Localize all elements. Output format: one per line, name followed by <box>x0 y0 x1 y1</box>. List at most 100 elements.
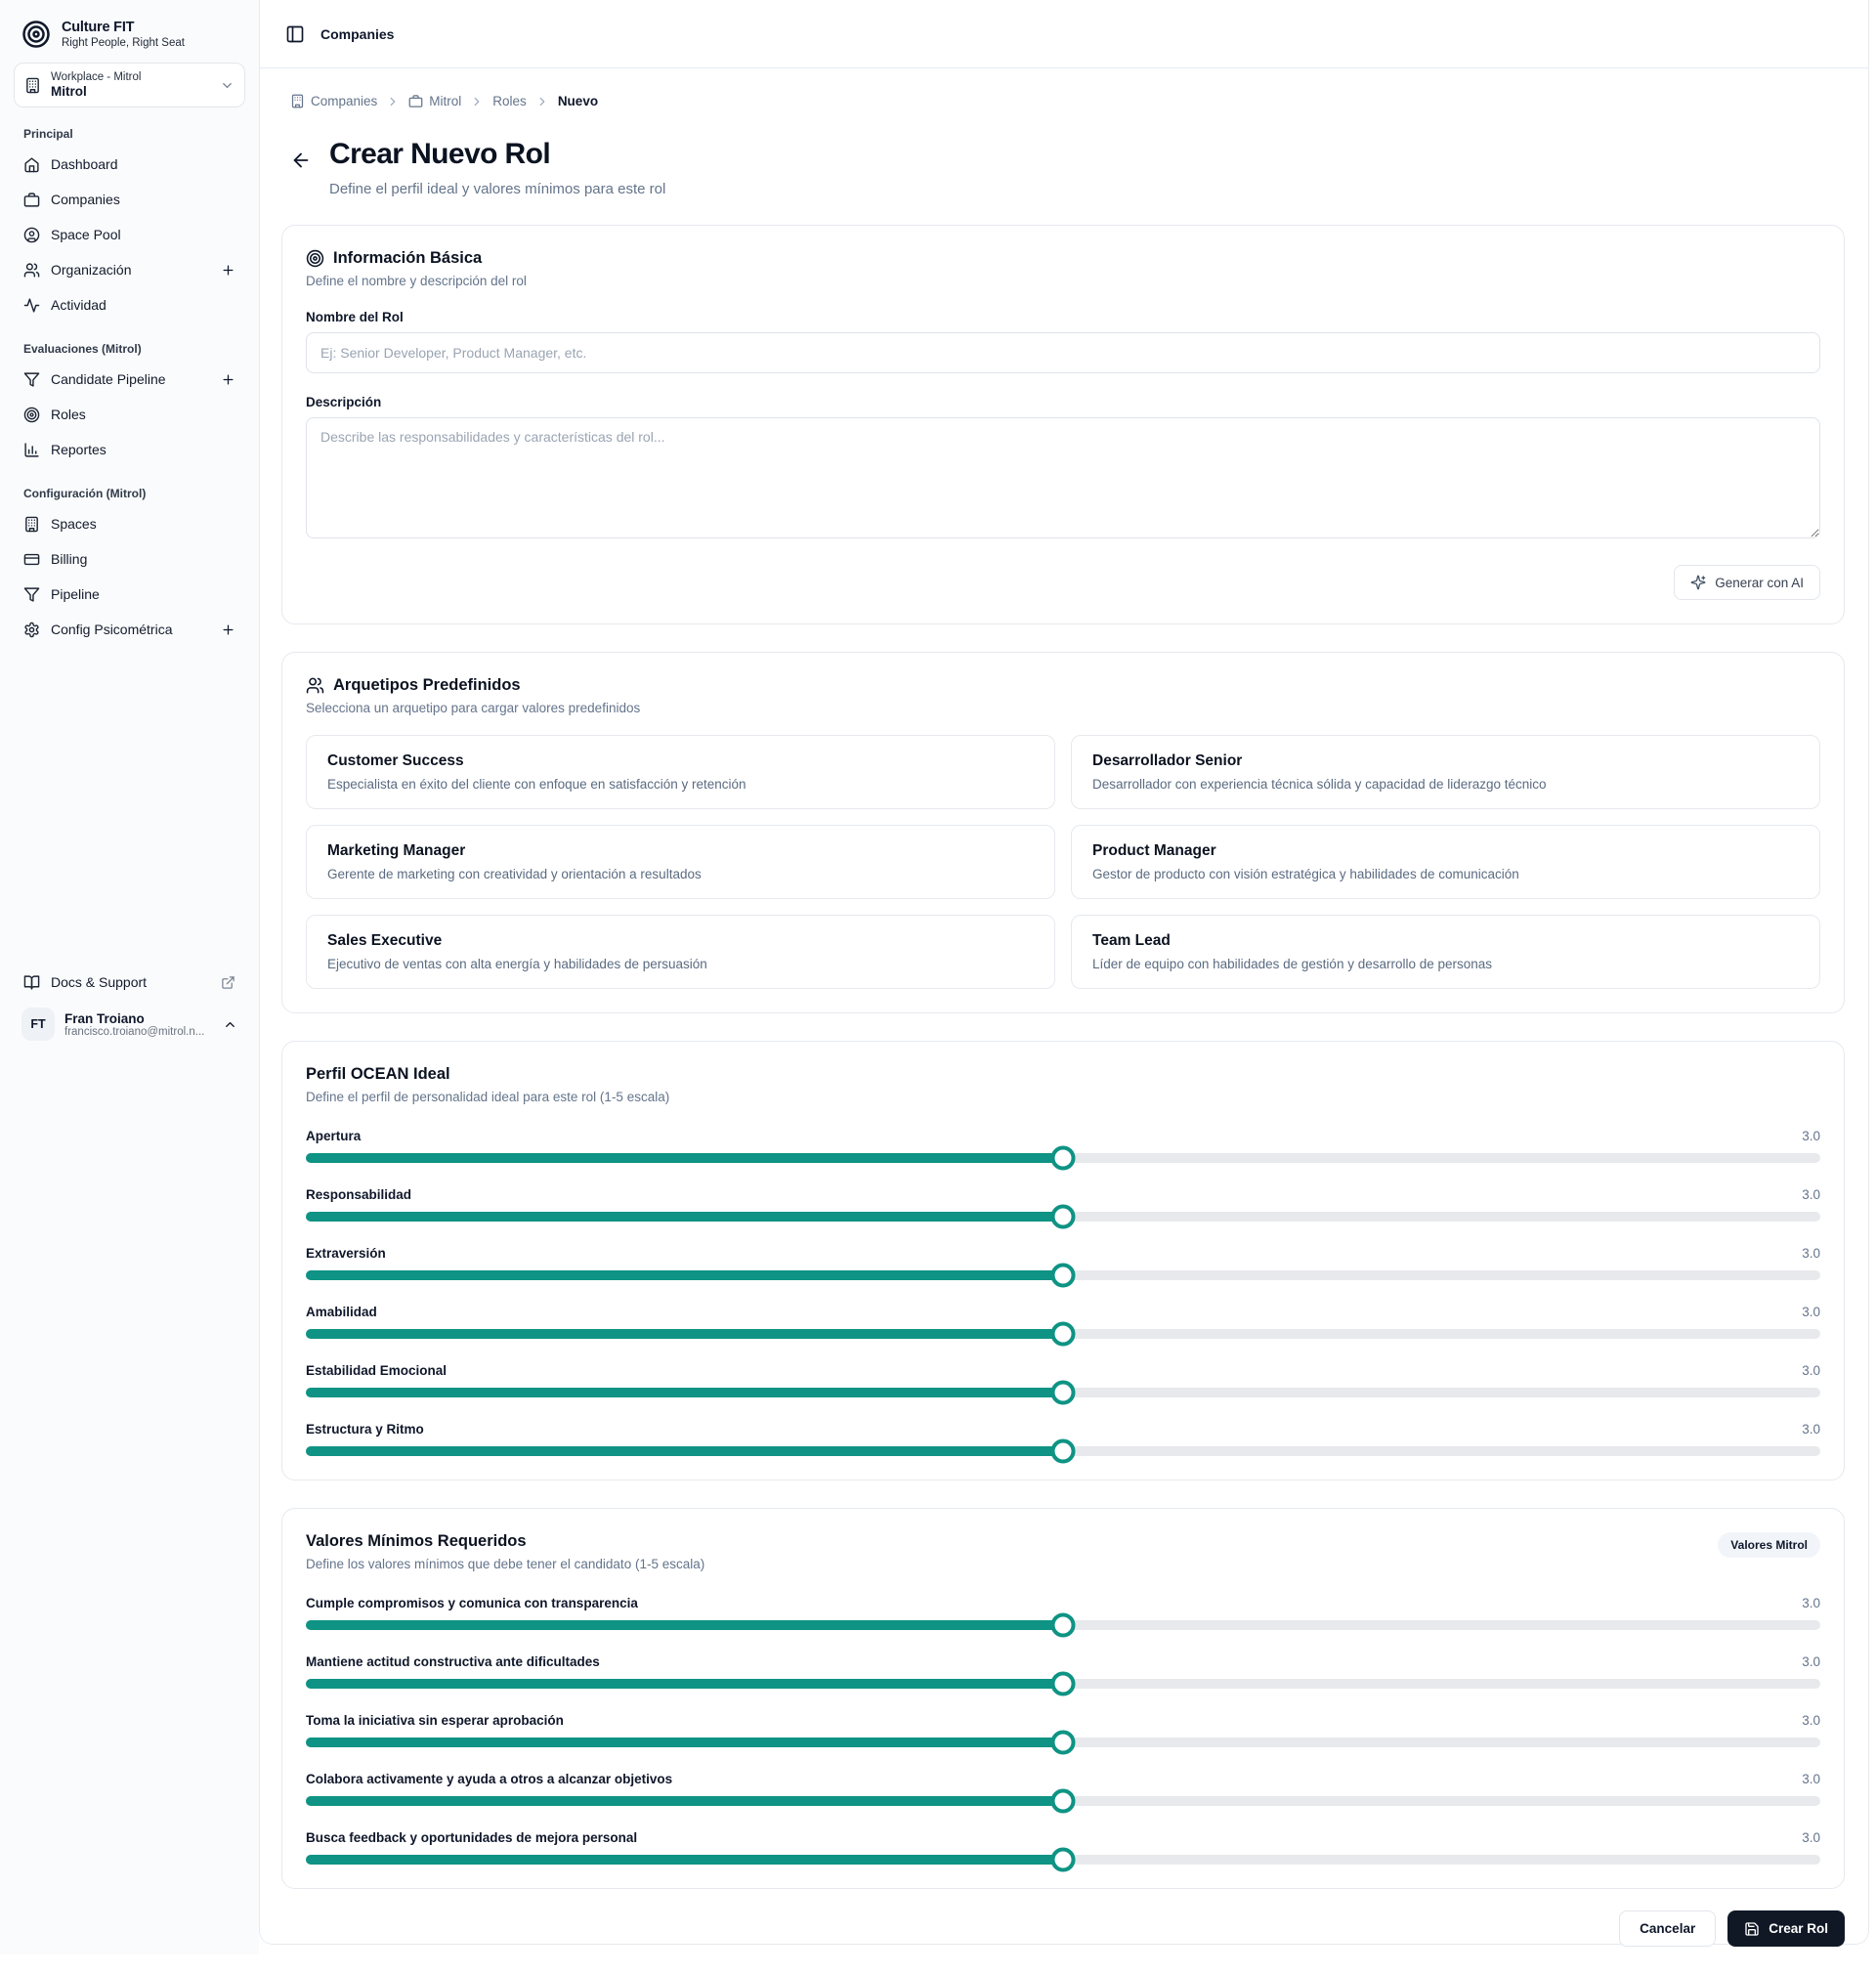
user-menu[interactable]: FT Fran Troiano francisco.troiano@mitrol… <box>14 1000 245 1049</box>
slider-actitud-constructiva: Mantiene actitud constructiva ante dific… <box>306 1654 1820 1696</box>
activity-icon <box>23 297 40 313</box>
slider-track[interactable] <box>306 1847 1820 1872</box>
slider-thumb[interactable] <box>1050 1145 1076 1171</box>
app-tagline: Right People, Right Seat <box>62 37 185 49</box>
slider-thumb[interactable] <box>1050 1438 1076 1464</box>
values-badge: Valores Mitrol <box>1718 1532 1820 1558</box>
sidebar-item-label: Companies <box>51 192 120 207</box>
slider-thumb[interactable] <box>1050 1671 1076 1696</box>
slider-track[interactable] <box>306 1438 1820 1464</box>
archetype-product-manager[interactable]: Product Manager Gestor de producto con v… <box>1071 825 1820 899</box>
target-logo-icon <box>22 21 50 48</box>
credit-card-icon <box>23 553 40 565</box>
archetype-title: Team Lead <box>1092 932 1171 949</box>
sidebar-item-pipeline[interactable]: Pipeline <box>14 577 245 612</box>
archetype-sales-executive[interactable]: Sales Executive Ejecutivo de ventas con … <box>306 915 1055 989</box>
topbar-title: Companies <box>320 25 395 42</box>
slider-label: Apertura <box>306 1129 362 1143</box>
page-title: Crear Nuevo Rol <box>329 138 551 170</box>
breadcrumb-mitrol[interactable]: Mitrol <box>408 94 461 108</box>
chevron-up-icon <box>226 1021 234 1027</box>
section-subtitle: Define el nombre y descripción del rol <box>306 274 527 288</box>
slider-track[interactable] <box>306 1380 1820 1405</box>
slider-thumb[interactable] <box>1050 1612 1076 1638</box>
sidebar-item-candidate-pipeline[interactable]: Candidate Pipeline <box>14 362 245 397</box>
slider-responsabilidad: Responsabilidad 3.0 <box>306 1187 1820 1229</box>
briefcase-icon <box>23 192 40 207</box>
slider-track[interactable] <box>306 1671 1820 1696</box>
slider-track[interactable] <box>306 1612 1820 1638</box>
archetype-customer-success[interactable]: Customer Success Especialista en éxito d… <box>306 735 1055 809</box>
description-textarea[interactable] <box>306 417 1820 538</box>
slider-thumb[interactable] <box>1050 1788 1076 1814</box>
users-icon <box>23 262 40 278</box>
breadcrumb-companies[interactable]: Companies <box>290 94 377 108</box>
save-icon <box>1745 1921 1759 1936</box>
section-subtitle: Define el perfil de personalidad ideal p… <box>306 1090 670 1104</box>
archetype-team-lead[interactable]: Team Lead Líder de equipo con habilidade… <box>1071 915 1820 989</box>
archetype-description: Desarrollador con experiencia técnica só… <box>1092 777 1547 792</box>
slider-value: 3.0 <box>1802 1363 1820 1378</box>
slider-track[interactable] <box>306 1788 1820 1814</box>
sidebar-item-spaces[interactable]: Spaces <box>14 506 245 541</box>
sidebar-item-dashboard[interactable]: Dashboard <box>14 147 245 182</box>
slider-label: Estabilidad Emocional <box>306 1363 448 1378</box>
archetype-title: Customer Success <box>327 752 464 769</box>
slider-value: 3.0 <box>1802 1187 1820 1202</box>
avatar: FT <box>21 1008 55 1041</box>
cancel-button[interactable]: Cancelar <box>1619 1910 1717 1947</box>
create-role-button[interactable]: Crear Rol <box>1727 1910 1845 1947</box>
slider-track[interactable] <box>306 1321 1820 1347</box>
min-values-card: Valores Mínimos Requeridos Define los va… <box>281 1508 1845 1889</box>
sidebar-item-docs-support[interactable]: Docs & Support <box>14 965 245 1000</box>
sidebar-toggle-icon[interactable] <box>285 24 305 44</box>
slider-track[interactable] <box>306 1263 1820 1288</box>
nav-section-configuracion: Configuración (Mitrol) <box>23 487 147 500</box>
role-name-input[interactable] <box>306 332 1820 373</box>
slider-thumb[interactable] <box>1050 1263 1076 1288</box>
building-icon <box>26 77 39 93</box>
workspace-selector[interactable]: Workplace - Mitrol Mitrol <box>14 63 245 107</box>
sidebar-item-billing[interactable]: Billing <box>14 541 245 577</box>
slider-thumb[interactable] <box>1050 1847 1076 1872</box>
slider-thumb[interactable] <box>1050 1204 1076 1229</box>
sidebar-item-actividad[interactable]: Actividad <box>14 287 245 322</box>
slider-track[interactable] <box>306 1730 1820 1755</box>
basic-info-card: Información Básica Define el nombre y de… <box>281 225 1845 624</box>
sidebar-item-companies[interactable]: Companies <box>14 182 245 217</box>
slider-thumb[interactable] <box>1050 1380 1076 1405</box>
user-name: Fran Troiano <box>64 1010 145 1026</box>
archetype-description: Ejecutivo de ventas con alta energía y h… <box>327 957 707 971</box>
slider-estabilidad-emocional: Estabilidad Emocional 3.0 <box>306 1363 1820 1405</box>
sidebar-item-config-psicometrica[interactable]: Config Psicométrica <box>14 612 245 647</box>
slider-value: 3.0 <box>1802 1596 1820 1610</box>
plus-icon[interactable] <box>221 622 235 637</box>
role-name-label: Nombre del Rol <box>306 310 404 324</box>
sidebar-item-space-pool[interactable]: Space Pool <box>14 217 245 252</box>
slider-track[interactable] <box>306 1204 1820 1229</box>
building-icon <box>291 94 304 108</box>
sidebar-item-roles[interactable]: Roles <box>14 397 245 432</box>
workspace-name: Mitrol <box>51 84 87 99</box>
slider-value: 3.0 <box>1802 1246 1820 1261</box>
slider-track[interactable] <box>306 1145 1820 1171</box>
slider-extraversion: Extraversión 3.0 <box>306 1246 1820 1288</box>
plus-icon[interactable] <box>221 372 235 387</box>
slider-thumb[interactable] <box>1050 1730 1076 1755</box>
app-logo: Culture FIT Right People, Right Seat <box>14 14 245 63</box>
back-arrow-icon[interactable] <box>290 150 312 171</box>
sidebar-item-reportes[interactable]: Reportes <box>14 432 245 467</box>
sidebar: Culture FIT Right People, Right Seat Wor… <box>0 0 259 1954</box>
archetypes-card: Arquetipos Predefinidos Selecciona un ar… <box>281 652 1845 1013</box>
archetype-marketing-manager[interactable]: Marketing Manager Gerente de marketing c… <box>306 825 1055 899</box>
generate-ai-button[interactable]: Generar con AI <box>1674 565 1820 600</box>
sidebar-item-label: Space Pool <box>51 227 121 242</box>
breadcrumb-label: Mitrol <box>429 94 462 108</box>
slider-label: Cumple compromisos y comunica con transp… <box>306 1596 638 1610</box>
breadcrumb-roles[interactable]: Roles <box>492 94 527 108</box>
archetype-description: Gestor de producto con visión estratégic… <box>1092 867 1519 881</box>
sidebar-item-organizacion[interactable]: Organización <box>14 252 245 287</box>
archetype-desarrollador-senior[interactable]: Desarrollador Senior Desarrollador con e… <box>1071 735 1820 809</box>
slider-thumb[interactable] <box>1050 1321 1076 1347</box>
plus-icon[interactable] <box>221 263 235 278</box>
